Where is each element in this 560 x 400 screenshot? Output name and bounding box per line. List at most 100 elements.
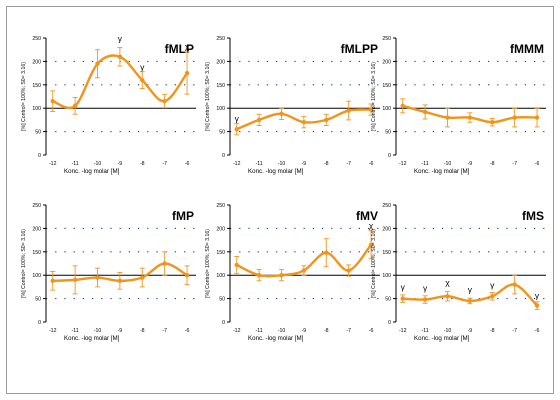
annotation: χ	[445, 277, 450, 287]
x-tick-label: -9	[468, 328, 473, 334]
x-tick-label: -12	[399, 161, 407, 167]
y-tick-label: 50	[385, 130, 391, 136]
chart-panel-4: 0 50 100 150 200 250 -12 -11 -10 -9 -8 -7 -6 Konc. -l…	[21, 203, 196, 342]
x-tick-label: -11	[422, 161, 429, 167]
x-tick-label: -10	[278, 161, 286, 167]
y-tick-label: 0	[388, 320, 391, 326]
y-tick-label: 250	[216, 36, 225, 42]
x-tick-label: -10	[444, 161, 452, 167]
y-tick-label: 50	[219, 130, 225, 136]
data-point	[445, 294, 450, 299]
data-point	[234, 127, 239, 132]
data-point	[534, 115, 540, 120]
data-point	[368, 107, 374, 112]
data-point	[490, 120, 495, 125]
y-tick-label: 50	[219, 297, 225, 303]
chart-title: fMS	[522, 209, 544, 223]
y-axis-label: [%] Control= 100%; S0= 3.16)	[371, 229, 377, 298]
x-axis-label: Konc. -log molar [M]	[414, 168, 470, 175]
x-tick-label: -11	[256, 328, 263, 334]
y-axis-label: [%] Control= 100%; S0= 3.16)	[21, 62, 27, 131]
x-tick-label: -9	[302, 161, 307, 167]
data-point	[184, 273, 190, 278]
annotation: γ	[535, 291, 540, 301]
data-point	[140, 77, 145, 83]
chart-panel-2: 0 50 100 150 200 250 -12 -11 -10 -9 -8 -7 -6 Konc. -l…	[205, 36, 380, 175]
y-tick-label: 100	[382, 106, 391, 112]
annotation: γ	[423, 283, 428, 293]
chart-title: fMLPP	[341, 42, 378, 56]
data-point	[256, 273, 262, 278]
chart-panel-1: 0 50 100 150 200 250 -12 -11 -10 -9 -8 -7 -6 Konc. -l…	[21, 34, 196, 175]
annotation: γ	[490, 280, 495, 290]
y-tick-label: 150	[216, 250, 225, 256]
x-tick-label: -6	[369, 328, 374, 334]
data-point	[234, 262, 239, 268]
x-tick-label: -9	[468, 161, 473, 167]
y-tick-label: 250	[216, 203, 225, 209]
y-tick-label: 0	[38, 153, 41, 159]
x-tick-label: -12	[233, 328, 241, 334]
data-point	[162, 98, 167, 104]
data-point	[95, 61, 100, 66]
data-point	[467, 298, 473, 304]
x-tick-label: -8	[324, 161, 329, 167]
x-tick-label: -12	[399, 328, 407, 334]
data-point	[534, 303, 540, 308]
x-tick-label: -7	[162, 161, 167, 167]
chart-title: fMMM	[510, 42, 544, 56]
data-point	[162, 261, 167, 266]
x-tick-label: -12	[49, 161, 57, 167]
y-tick-label: 50	[385, 297, 391, 303]
x-tick-label: -6	[535, 328, 540, 334]
y-tick-label: 200	[216, 59, 225, 65]
data-point	[301, 268, 307, 273]
data-point	[72, 103, 78, 109]
y-tick-label: 100	[216, 106, 225, 112]
x-tick-label: -10	[94, 328, 102, 334]
y-tick-label: 100	[382, 273, 391, 279]
x-tick-label: -6	[185, 328, 190, 334]
data-point	[95, 275, 100, 280]
chart-panel-5: 0 50 100 150 200 250 -12 -11 -10 -9 -8 -7 -6 Konc. -l…	[205, 203, 380, 342]
y-tick-label: 250	[32, 203, 41, 209]
x-tick-label: -6	[369, 161, 374, 167]
annotation: γ	[468, 285, 473, 295]
x-tick-label: -8	[140, 161, 145, 167]
x-tick-label: -10	[278, 328, 286, 334]
x-tick-label: -11	[72, 161, 79, 167]
annotation: γ	[235, 113, 240, 123]
chart-panel-6: 0 50 100 150 200 250 -12 -11 -10 -9 -8 -7 -6 Konc. -l…	[371, 203, 546, 342]
y-tick-label: 0	[222, 153, 225, 159]
y-axis-label: [%] Control= 100%; S0= 3.16)	[21, 229, 27, 298]
y-tick-label: 200	[382, 59, 391, 65]
annotation: χ	[369, 220, 374, 230]
figure-frame: 0 50 100 150 200 250 -12 -11 -10 -9 -8 -7 -6 Konc. -l…	[6, 6, 554, 394]
data-point	[184, 70, 190, 76]
chart-title: fMP	[172, 209, 194, 223]
data-point	[324, 117, 329, 123]
data-point	[279, 273, 284, 278]
y-tick-label: 250	[32, 36, 41, 42]
data-point	[422, 109, 428, 115]
y-tick-label: 0	[222, 320, 225, 326]
y-tick-label: 100	[32, 273, 41, 279]
y-axis-label: [%] Control= 100%; S0= 3.16)	[371, 62, 377, 131]
y-tick-label: 50	[35, 130, 41, 136]
y-axis-label: [%] Control= 100%; S0= 3.16)	[205, 229, 211, 298]
y-tick-label: 200	[216, 226, 225, 232]
chart-title: fMV	[356, 209, 378, 223]
x-tick-label: -7	[346, 328, 351, 334]
annotation: γ	[401, 282, 406, 292]
y-tick-label: 200	[32, 59, 41, 65]
annotation: γ	[118, 34, 123, 44]
x-tick-label: -9	[302, 328, 307, 334]
data-point	[400, 296, 405, 301]
x-tick-label: -12	[233, 161, 241, 167]
annotation: γ	[140, 62, 145, 72]
x-axis-label: Konc. -log molar [M]	[248, 168, 304, 175]
data-point	[117, 54, 123, 59]
y-tick-label: 0	[388, 153, 391, 159]
y-tick-label: 150	[32, 83, 41, 89]
data-point	[490, 294, 495, 299]
